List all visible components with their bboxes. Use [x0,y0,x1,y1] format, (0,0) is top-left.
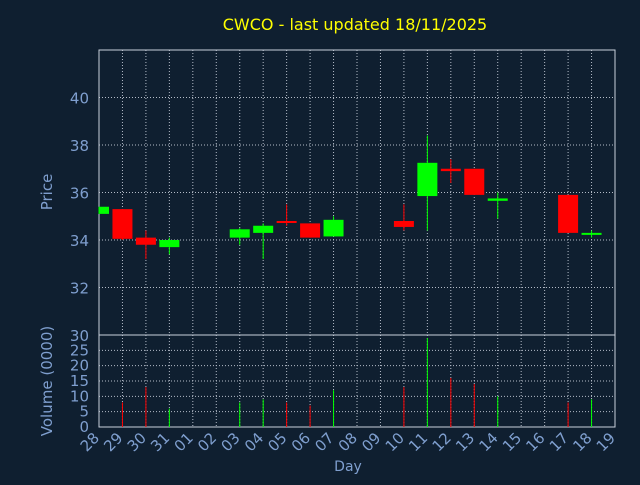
candle-body [323,219,344,237]
price-tick-label: 40 [70,90,89,108]
price-tick-label: 32 [70,280,89,298]
candle-body [159,240,180,248]
candle-body [393,221,414,227]
x-axis-label: Day [334,459,362,475]
volume-bars [121,338,593,427]
candle-body [112,209,133,239]
price-tick-label: 38 [70,137,89,155]
price-axis-label: Price [38,174,56,211]
candle-body [276,221,297,223]
grid-lines [99,50,615,427]
candle-body [229,229,250,238]
volume-plot-frame [98,334,616,428]
volume-tick-label: 15 [70,372,89,390]
price-tick-label: 30 [70,327,89,345]
candle-body [558,194,579,233]
candle-body [581,232,602,235]
volume-tick-label: 5 [79,403,89,421]
candle-body [135,237,156,245]
price-tick-label: 36 [70,185,89,203]
volume-tick-label: 10 [70,387,89,405]
candle-body [464,168,485,195]
candle-body [417,162,438,197]
volume-axis-label: Volume (0000) [38,326,56,436]
candle-body [487,198,508,201]
volume-tick-label: 0 [79,418,89,436]
candles [98,135,602,259]
volume-tick-label: 20 [70,357,89,375]
candle-body [253,225,274,233]
volume-tick-label: 25 [70,341,89,359]
candle-body [99,206,109,214]
x-tick-labels: 2829303101020304050607080910111213141516… [77,429,619,455]
candle-body [440,168,461,172]
candle-body [300,223,321,238]
chart-title: CWCO - last updated 18/11/2025 [223,15,487,34]
price-tick-label: 34 [70,232,89,250]
plot-frames [98,49,616,428]
